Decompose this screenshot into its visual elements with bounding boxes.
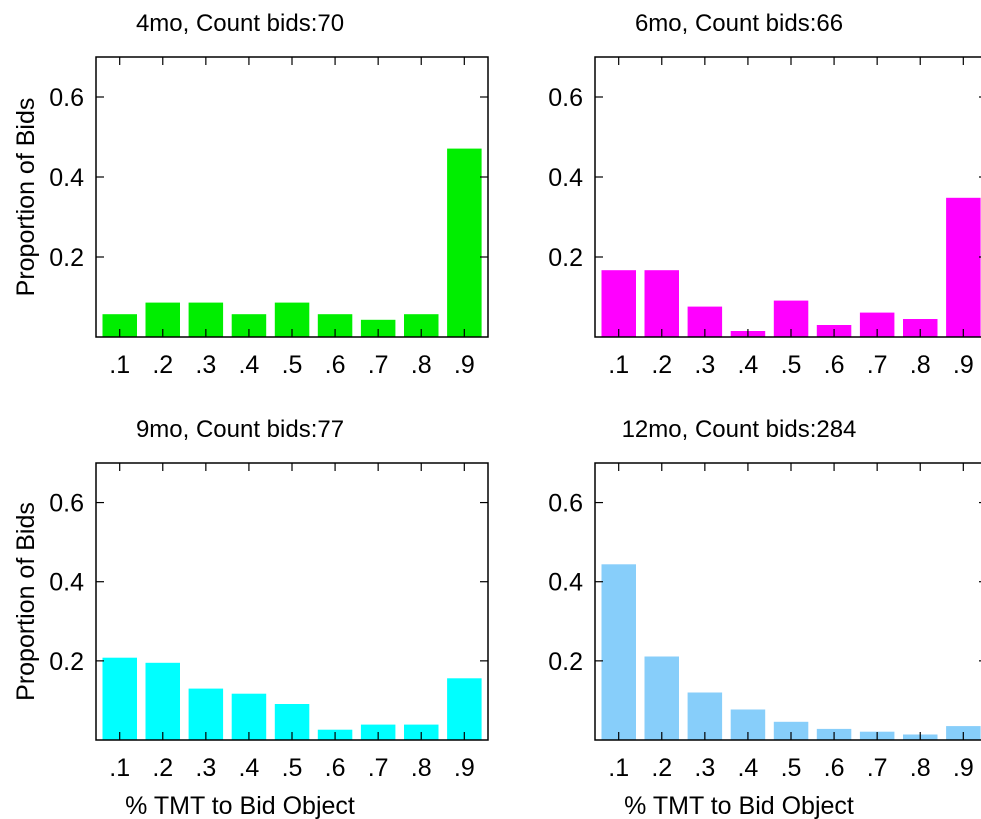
x-tick-label: .4 [238,754,259,782]
y-axis-label: Proportion of Bids [12,502,40,701]
x-tick-label: .5 [781,351,802,379]
y-tick-label: 0.2 [49,648,84,676]
y-axis-label: Proportion of Bids [12,98,40,297]
x-tick-label: .5 [282,351,303,379]
bar-9 [447,678,482,740]
x-tick-label: .5 [282,754,303,782]
y-tick-label: 0.2 [548,648,583,676]
y-tick-label: 0.2 [548,244,583,272]
bar-5 [773,721,809,740]
x-tick-label: .3 [195,754,216,782]
bar-9 [946,197,981,337]
x-tick-label: .6 [325,754,346,782]
bar-9 [447,148,482,337]
bar-2 [644,270,679,337]
x-tick-label: .2 [651,754,672,782]
x-tick-label: .3 [694,754,715,782]
y-tick-label: 0.4 [548,164,583,192]
x-tick-label: .7 [867,351,888,379]
plot-frame [95,56,489,338]
chart-title: 6mo, Count bids:66 [635,10,843,37]
x-tick-label: .8 [910,351,931,379]
x-tick-label: .1 [109,351,130,379]
x-axis-label: % TMT to Bid Object [624,792,854,819]
bar-1 [601,564,636,740]
x-axis-label: % TMT to Bid Object [125,792,355,819]
bar-3 [188,688,224,740]
x-tick-label: .7 [368,351,389,379]
bar-4 [231,314,267,337]
y-tick-label: 0.4 [49,164,84,192]
x-tick-label: .1 [608,754,629,782]
y-tick-label: 0.2 [49,244,84,272]
x-tick-label: .6 [824,754,845,782]
x-tick-label: .6 [824,351,845,379]
x-tick-label: .2 [152,351,173,379]
chart-panel-2: 0.2 0.4 0.6 .1 .2 .3 .4 .5 .6 .7 .8 .9 6mo, Count bi… [548,10,981,379]
y-tick-label: 0.4 [49,569,84,597]
bar-8 [903,319,938,337]
x-tick-label: .9 [953,351,974,379]
bar-1 [601,270,636,337]
chart-title: 12mo, Count bids:284 [622,416,857,443]
x-tick-label: .1 [608,351,629,379]
x-tick-label: .4 [238,351,259,379]
y-tick-label: 0.6 [548,84,583,112]
chart-panel-3: 0.2 0.4 0.6 .1 .2 .3 .4 .5 .6 .7 .8 .9 9mo, Count bi… [12,416,489,819]
y-tick-label: 0.6 [548,490,583,518]
x-tick-label: .6 [325,351,346,379]
bar-8 [404,314,439,337]
chart-title: 9mo, Count bids:77 [136,416,344,443]
x-tick-label: .2 [152,754,173,782]
x-tick-label: .3 [195,351,216,379]
x-tick-label: .4 [737,351,758,379]
x-tick-label: .8 [910,754,931,782]
chart-panel-1: 0.2 0.4 0.6 .1 .2 .3 .4 .5 .6 .7 .8 .9 4mo, Count bi… [12,10,489,379]
x-tick-label: .4 [737,754,758,782]
y-tick-label: 0.6 [49,490,84,518]
bar-6 [317,314,353,337]
x-tick-label: .8 [411,754,432,782]
chart-title: 4mo, Count bids:70 [136,10,344,37]
y-tick-label: 0.4 [548,569,583,597]
x-tick-label: .1 [109,754,130,782]
bar-2 [145,662,180,740]
bar-1 [102,314,137,337]
bar-2 [644,656,679,740]
x-tick-label: .7 [368,754,389,782]
x-tick-label: .5 [781,754,802,782]
x-tick-label: .9 [454,351,475,379]
y-tick-label: 0.6 [49,84,84,112]
x-tick-label: .7 [867,754,888,782]
x-tick-label: .2 [651,351,672,379]
bar-1 [102,657,137,740]
x-tick-label: .9 [454,754,475,782]
x-tick-label: .9 [953,754,974,782]
x-tick-label: .8 [411,351,432,379]
bar-7 [360,319,396,337]
x-tick-label: .3 [694,351,715,379]
chart-panel-4: 0.2 0.4 0.6 .1 .2 .3 .4 .5 .6 .7 .8 .9 12mo, Count b… [548,416,981,819]
